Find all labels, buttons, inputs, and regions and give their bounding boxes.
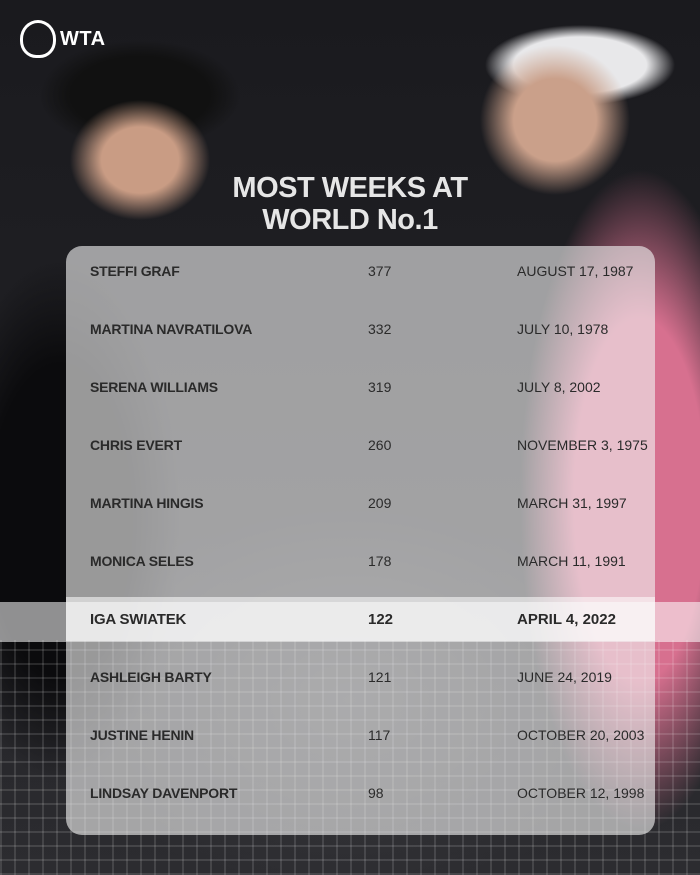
- player-weeks: 377: [368, 263, 392, 279]
- player-weeks: 332: [368, 321, 392, 337]
- player-weeks: 117: [368, 727, 391, 743]
- player-weeks: 260: [368, 437, 392, 453]
- player-name: IGA SWIATEK: [90, 610, 187, 628]
- player-date: NOVEMBER 3, 1975: [517, 437, 648, 453]
- wta-logo: WTA: [20, 20, 106, 58]
- player-name: MONICA SELES: [90, 553, 194, 569]
- page-title: MOST WEEKS AT WORLD No.1: [0, 172, 700, 236]
- player-name: LINDSAY DAVENPORT: [90, 785, 238, 801]
- player-name: STEFFI GRAF: [90, 263, 180, 279]
- player-name: JUSTINE HENIN: [90, 727, 194, 743]
- player-weeks: 122: [368, 610, 394, 628]
- player-date: MARCH 11, 1991: [517, 553, 626, 569]
- table-row: SERENA WILLIAMS 319 JULY 8, 2002: [66, 365, 655, 409]
- player-date: MARCH 31, 1997: [517, 495, 627, 511]
- wta-logo-icon: [20, 20, 56, 58]
- table-row: ASHLEIGH BARTY 121 JUNE 24, 2019: [66, 655, 655, 699]
- player-date: JULY 10, 1978: [517, 321, 609, 337]
- table-row: CHRIS EVERT 260 NOVEMBER 3, 1975: [66, 423, 655, 467]
- player-date: OCTOBER 12, 1998: [517, 785, 645, 801]
- player-name: CHRIS EVERT: [90, 437, 182, 453]
- player-name: ASHLEIGH BARTY: [90, 669, 212, 685]
- player-date: OCTOBER 20, 2003: [517, 727, 645, 743]
- player-date: JULY 8, 2002: [517, 379, 601, 395]
- player-name: SERENA WILLIAMS: [90, 379, 218, 395]
- player-weeks: 319: [368, 379, 392, 395]
- table-row: JUSTINE HENIN 117 OCTOBER 20, 2003: [66, 713, 655, 757]
- table-row: MARTINA NAVRATILOVA 332 JULY 10, 1978: [66, 307, 655, 351]
- player-weeks: 209: [368, 495, 392, 511]
- table-row: STEFFI GRAF 377 AUGUST 17, 1987: [66, 249, 655, 293]
- player-weeks: 178: [368, 553, 392, 569]
- title-line-2: WORLD No.1: [262, 204, 438, 236]
- player-date: JUNE 24, 2019: [517, 669, 612, 685]
- table-row: MONICA SELES 178 MARCH 11, 1991: [66, 539, 655, 583]
- player-name: MARTINA HINGIS: [90, 495, 204, 511]
- title-line-1: MOST WEEKS AT: [232, 172, 468, 204]
- table-row: LINDSAY DAVENPORT 98 OCTOBER 12, 1998: [66, 771, 655, 815]
- player-date: APRIL 4, 2022: [517, 610, 616, 628]
- rankings-table: STEFFI GRAF 377 AUGUST 17, 1987 MARTINA NAV…: [66, 246, 655, 835]
- table-row: MARTINA HINGIS 209 MARCH 31, 1997: [66, 481, 655, 525]
- player-weeks: 121: [368, 669, 392, 685]
- player-name: MARTINA NAVRATILOVA: [90, 321, 253, 337]
- player-weeks: 98: [368, 785, 384, 801]
- player-date: AUGUST 17, 1987: [517, 263, 634, 279]
- table-row: IGA SWIATEK 122 APRIL 4, 2022: [66, 597, 655, 641]
- logo-text: WTA: [60, 27, 106, 50]
